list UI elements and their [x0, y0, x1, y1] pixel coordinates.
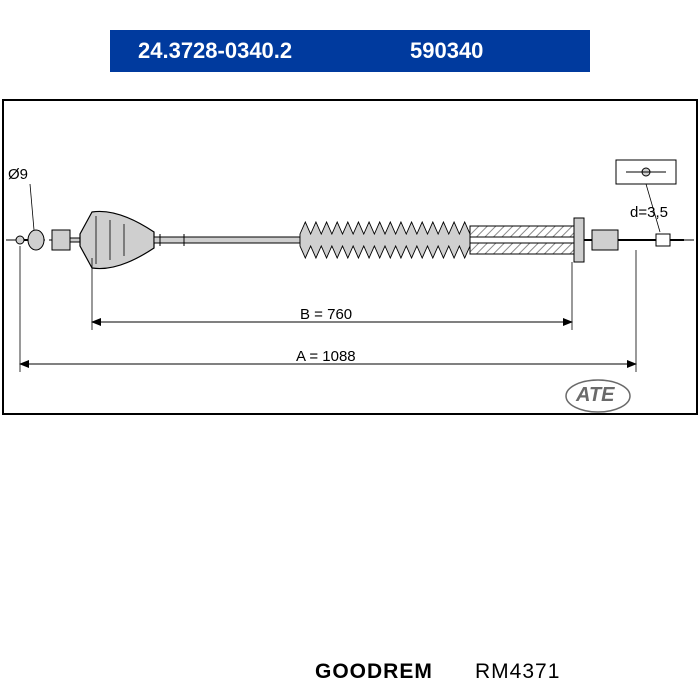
wire-diameter-label: d=3,5 [630, 204, 668, 221]
caption-brand: GOODREM [315, 660, 433, 684]
caption-partno: RM4371 [475, 660, 560, 684]
dimension-a-label: A = 1088 [296, 348, 356, 365]
diameter-label: Ø9 [8, 166, 28, 183]
ate-logo-text: ATE [576, 384, 615, 407]
dimension-b-label: B = 760 [300, 306, 352, 323]
diagram-canvas: 24.3728-0340.2 590340 Ø9 d=3,5 B = 760 A… [0, 0, 700, 700]
